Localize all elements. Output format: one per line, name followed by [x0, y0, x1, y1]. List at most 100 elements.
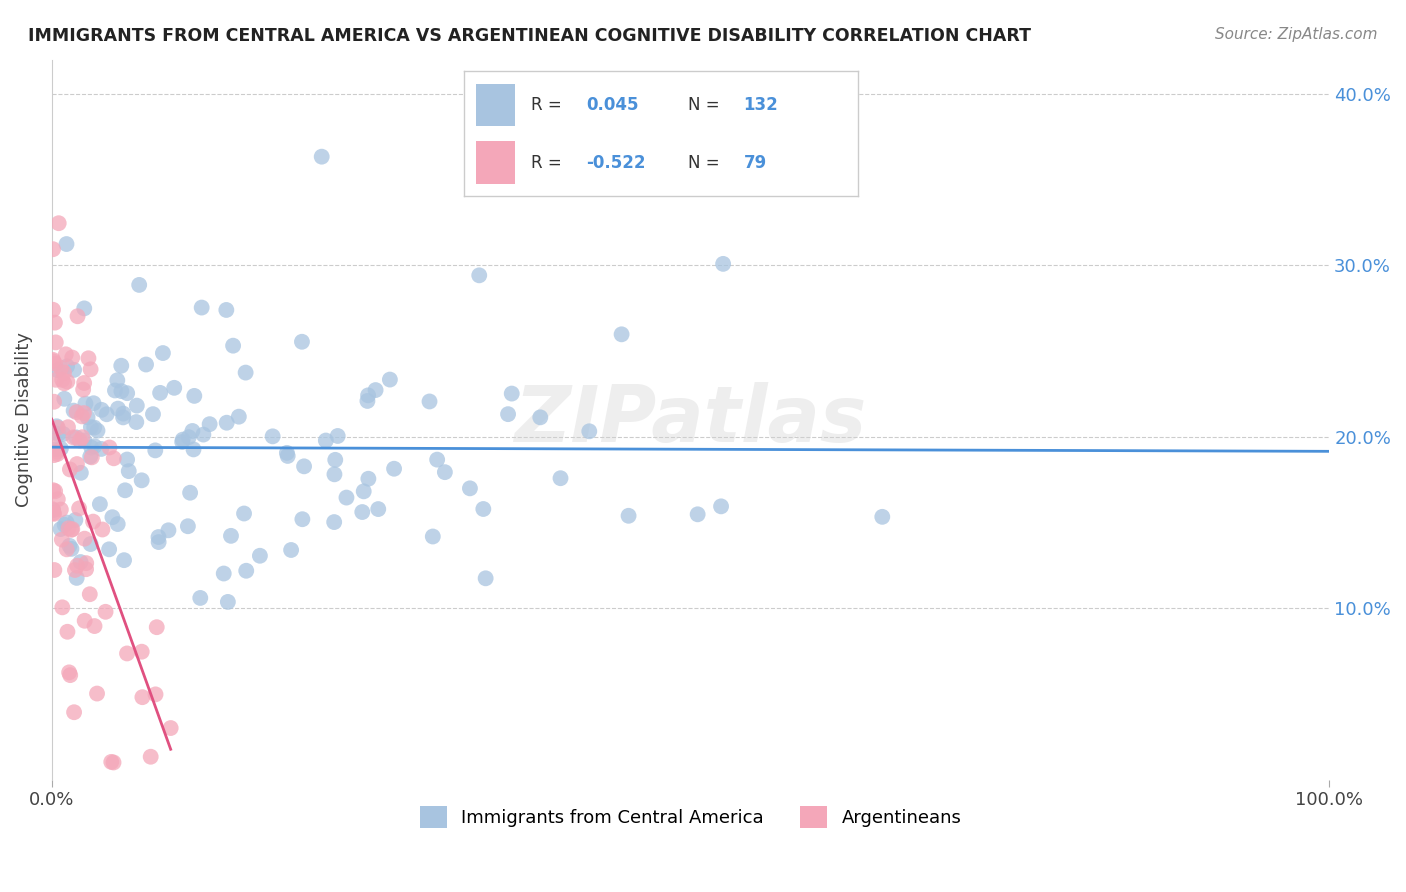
Argentineans [91, 523, 114, 537]
Immigrants from Central America [357, 472, 380, 486]
Immigrants from Central America [496, 407, 519, 421]
Argentineans [42, 434, 65, 449]
Immigrants from Central America [219, 529, 242, 543]
Argentineans [73, 376, 96, 390]
Immigrants from Central America [172, 433, 194, 447]
Immigrants from Central America [75, 397, 97, 411]
Immigrants from Central America [80, 441, 103, 455]
Immigrants from Central America [101, 510, 124, 524]
Argentineans [94, 605, 117, 619]
Immigrants from Central America [42, 425, 65, 440]
Immigrants from Central America [76, 410, 98, 425]
Immigrants from Central America [292, 459, 315, 474]
Immigrants from Central America [183, 389, 205, 403]
Argentineans [60, 522, 83, 536]
Immigrants from Central America [172, 435, 194, 450]
Argentineans [131, 690, 153, 705]
Immigrants from Central America [73, 434, 96, 448]
Immigrants from Central America [177, 430, 200, 444]
Immigrants from Central America [311, 150, 333, 164]
Argentineans [42, 302, 65, 317]
Argentineans [72, 430, 94, 444]
Immigrants from Central America [83, 420, 105, 434]
Immigrants from Central America [58, 539, 80, 553]
Y-axis label: Cognitive Disability: Cognitive Disability [15, 332, 32, 508]
Argentineans [58, 521, 80, 535]
Immigrants from Central America [55, 237, 77, 252]
Immigrants from Central America [198, 417, 221, 432]
Argentineans [66, 558, 89, 573]
Immigrants from Central America [49, 442, 72, 456]
Immigrants from Central America [110, 359, 132, 373]
Argentineans [55, 542, 77, 557]
Immigrants from Central America [110, 384, 132, 398]
Argentineans [42, 502, 65, 516]
Immigrants from Central America [79, 537, 101, 551]
FancyBboxPatch shape [475, 141, 515, 184]
Immigrants from Central America [711, 257, 734, 271]
Immigrants from Central America [315, 434, 337, 448]
Argentineans [115, 647, 138, 661]
Immigrants from Central America [104, 384, 127, 398]
Immigrants from Central America [143, 443, 166, 458]
Argentineans [46, 444, 69, 458]
Immigrants from Central America [157, 524, 180, 538]
Argentineans [98, 441, 121, 455]
Immigrants from Central America [215, 416, 238, 430]
Immigrants from Central America [474, 571, 496, 585]
Argentineans [44, 357, 66, 371]
Argentineans [67, 501, 90, 516]
Immigrants from Central America [83, 439, 105, 453]
Immigrants from Central America [367, 502, 389, 516]
Argentineans [44, 316, 66, 330]
Argentineans [75, 562, 97, 576]
Immigrants from Central America [142, 407, 165, 421]
Immigrants from Central America [277, 449, 299, 463]
Text: R =: R = [531, 96, 567, 114]
Argentineans [80, 450, 103, 465]
Argentineans [62, 430, 84, 444]
Immigrants from Central America [114, 483, 136, 498]
Immigrants from Central America [179, 485, 201, 500]
Argentineans [49, 361, 72, 376]
Argentineans [42, 242, 65, 256]
Immigrants from Central America [233, 507, 256, 521]
Argentineans [103, 756, 125, 770]
Argentineans [159, 721, 181, 735]
Immigrants from Central America [181, 424, 204, 438]
Text: R =: R = [531, 153, 567, 171]
Immigrants from Central America [148, 535, 170, 549]
Argentineans [51, 373, 73, 387]
Immigrants from Central America [48, 426, 70, 441]
Argentineans [86, 687, 108, 701]
Immigrants from Central America [222, 339, 245, 353]
Argentineans [66, 310, 89, 324]
Immigrants from Central America [66, 571, 89, 585]
Immigrants from Central America [63, 363, 86, 377]
Immigrants from Central America [215, 302, 238, 317]
Immigrants from Central America [710, 500, 733, 514]
Immigrants from Central America [45, 442, 67, 457]
Argentineans [42, 352, 65, 367]
Argentineans [63, 563, 86, 577]
Argentineans [70, 409, 93, 424]
Argentineans [42, 394, 65, 409]
Immigrants from Central America [418, 394, 440, 409]
Immigrants from Central America [458, 481, 481, 495]
Immigrants from Central America [610, 327, 633, 342]
Text: Source: ZipAtlas.com: Source: ZipAtlas.com [1215, 27, 1378, 42]
Immigrants from Central America [356, 393, 378, 408]
Argentineans [46, 421, 69, 435]
Argentineans [66, 457, 89, 471]
Argentineans [131, 645, 153, 659]
Immigrants from Central America [422, 529, 444, 543]
Immigrants from Central America [105, 373, 128, 387]
Immigrants from Central America [276, 446, 298, 460]
Immigrants from Central America [73, 301, 96, 316]
Immigrants from Central America [128, 277, 150, 292]
Immigrants from Central America [112, 407, 135, 421]
Immigrants from Central America [353, 484, 375, 499]
Immigrants from Central America [131, 473, 153, 487]
Immigrants from Central America [323, 515, 346, 529]
Immigrants from Central America [578, 425, 600, 439]
